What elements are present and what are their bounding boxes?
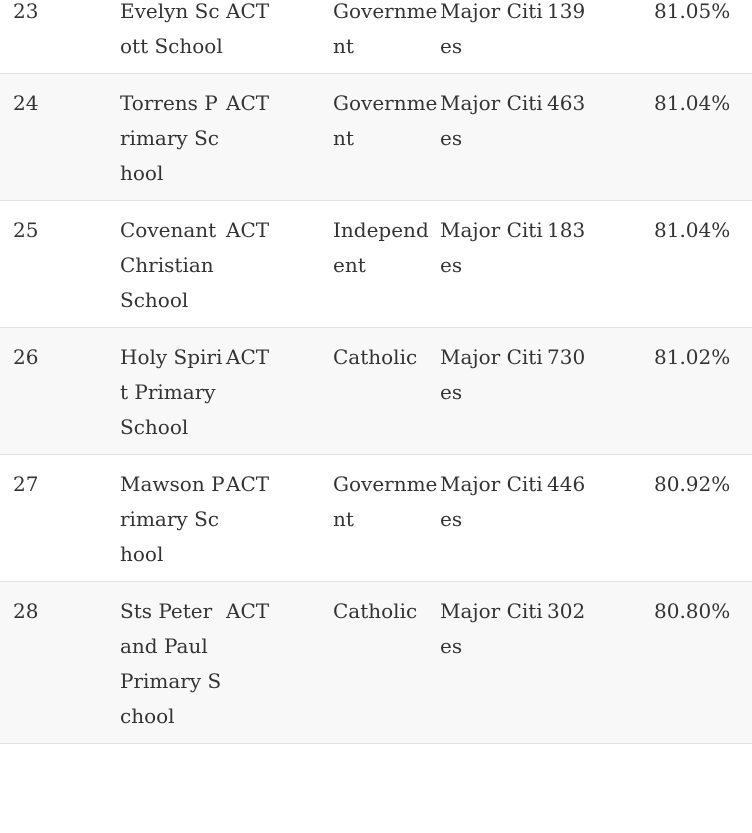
score-cell: 80.92%: [654, 472, 731, 496]
sector-cell: Catholic: [333, 599, 418, 623]
score-cell: 81.04%: [654, 218, 731, 242]
enrolment-cell: 463: [547, 91, 586, 115]
location-cell: Major Cities: [440, 599, 543, 658]
table-row: 28 Sts Peter and Paul Primary School ACT…: [0, 581, 752, 744]
location-cell: Major Cities: [440, 91, 543, 150]
state-cell: ACT: [226, 0, 270, 23]
sector-cell: Independent: [333, 218, 429, 277]
score-cell: 81.04%: [654, 91, 731, 115]
table-row: 23 Evelyn Scott School ACT Government Ma…: [0, 0, 752, 74]
sector-cell: Catholic: [333, 345, 418, 369]
school-name-cell: Mawson Primary School: [120, 472, 225, 566]
school-name-cell: Covenant Christian School: [120, 218, 217, 312]
enrolment-cell: 139: [547, 0, 586, 23]
school-name-cell: Sts Peter and Paul Primary School: [120, 599, 222, 728]
table-row: 27 Mawson Primary School ACT Government …: [0, 455, 752, 582]
school-name-cell: Torrens Primary School: [120, 91, 219, 185]
watermark-text: Chi na2au: [323, 806, 439, 831]
state-cell: ACT: [226, 472, 270, 496]
rank-cell: 26: [13, 345, 39, 369]
school-name-cell: Evelyn Scott School: [120, 0, 223, 58]
location-cell: Major Cities: [440, 218, 543, 277]
rank-cell: 24: [13, 91, 39, 115]
score-cell: 81.02%: [654, 345, 731, 369]
table-row: 25 Covenant Christian School ACT Indepen…: [0, 201, 752, 328]
sector-cell: Government: [333, 472, 438, 531]
rank-cell: 27: [13, 472, 39, 496]
state-cell: ACT: [226, 599, 270, 623]
rank-cell: 28: [13, 599, 39, 623]
table-row: 26 Holy Spirit Primary School ACT Cathol…: [0, 327, 752, 455]
enrolment-cell: 183: [547, 218, 586, 242]
location-cell: Major Cities: [440, 345, 543, 404]
score-cell: 80.80%: [654, 599, 731, 623]
school-name-cell: Holy Spirit Primary School: [120, 345, 223, 439]
enrolment-cell: 446: [547, 472, 586, 496]
state-cell: ACT: [226, 91, 270, 115]
location-cell: Major Cities: [440, 472, 543, 531]
sector-cell: Government: [333, 0, 438, 58]
enrolment-cell: 730: [547, 345, 586, 369]
table-row: 24 Torrens Primary School ACT Government…: [0, 73, 752, 201]
sector-cell: Government: [333, 91, 438, 150]
rank-cell: 23: [13, 0, 39, 23]
score-cell: 81.05%: [654, 0, 731, 23]
state-cell: ACT: [226, 345, 270, 369]
school-ranking-table: 23 Evelyn Scott School ACT Government Ma…: [0, 0, 752, 744]
state-cell: ACT: [226, 218, 270, 242]
rank-cell: 25: [13, 218, 39, 242]
enrolment-cell: 302: [547, 599, 586, 623]
location-cell: Major Cities: [440, 0, 543, 58]
